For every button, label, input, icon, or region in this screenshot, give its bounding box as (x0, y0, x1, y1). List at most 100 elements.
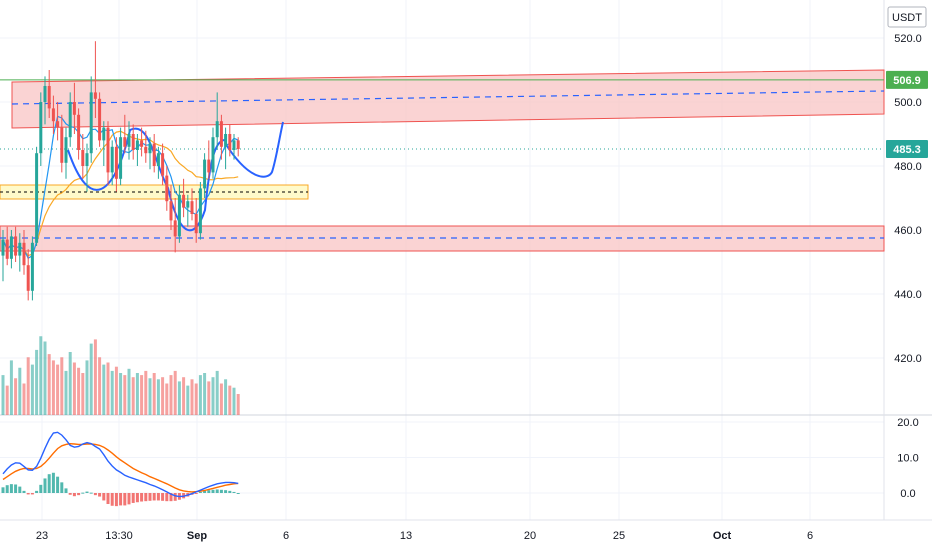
candle-body (211, 137, 215, 173)
macd-histogram-bar (119, 493, 123, 506)
volume-bar (232, 387, 236, 415)
currency-label: USDT (892, 12, 922, 24)
candle-body (119, 137, 123, 179)
candle-body (190, 201, 194, 214)
volume-bar (127, 368, 131, 415)
candle-body (89, 92, 93, 154)
currency-button[interactable]: USDT (887, 6, 927, 28)
candle-body (77, 114, 81, 150)
candle-body (228, 134, 232, 150)
macd-histogram-bar (169, 493, 173, 502)
candle-body (169, 201, 173, 221)
resistance-channel-midline (11, 90, 885, 105)
candle-body (194, 214, 198, 234)
volume-bar (114, 366, 118, 415)
macd-histogram-bar (85, 491, 89, 493)
macd-histogram-bar (30, 493, 34, 495)
macd-signal-line (2, 442, 239, 493)
macd-histogram-bar (161, 493, 165, 501)
price-tick-label: 420.0 (894, 353, 922, 365)
macd-histogram-bar (228, 490, 232, 493)
volume-bar (14, 378, 18, 415)
volume-bar (51, 360, 55, 415)
candle-body (215, 121, 219, 138)
macd-histogram-bar (203, 490, 207, 493)
volume-bar (56, 364, 60, 415)
macd-histogram-bar (232, 491, 236, 493)
macd-histogram-bar (165, 493, 169, 502)
volume-bar (173, 370, 177, 415)
volume-bar (60, 357, 64, 415)
macd-histogram-bar (56, 476, 60, 493)
time-tick-label: 6 (807, 530, 813, 542)
macd-histogram-bar (98, 493, 102, 497)
time-axis[interactable]: 23 13:30 Sep 6 13 20 25 Oct 6 (36, 530, 813, 542)
volume-bar (169, 375, 173, 415)
volume-bar (81, 373, 85, 415)
time-tick-label: Oct (713, 530, 732, 542)
volume-bar (106, 362, 110, 415)
macd-tick-label: 20.0 (897, 417, 918, 429)
volume-bar (177, 381, 181, 415)
candle-body (140, 140, 144, 147)
price-tick-label: 460.0 (894, 225, 922, 237)
time-tick-label: 20 (524, 530, 536, 542)
candle-body (98, 98, 102, 141)
macd-line (2, 431, 239, 498)
volume-bar (161, 377, 165, 415)
macd-histogram-bar (39, 484, 43, 493)
volume-bar (35, 349, 39, 415)
volume-bar (89, 343, 93, 415)
price-tag-background (886, 140, 928, 159)
volume-bar (68, 352, 72, 415)
volume-bar (93, 339, 97, 415)
candle-body (51, 108, 55, 122)
macd-tick-label: 10.0 (897, 453, 918, 465)
volume-bar (135, 373, 139, 415)
macd-tick-label: 0.0 (900, 488, 915, 500)
volume-bar (211, 377, 215, 415)
macd-histogram-bar (81, 492, 85, 494)
volume-bar (144, 370, 148, 415)
volume-bar (26, 357, 30, 415)
macd-histogram-bar (77, 493, 81, 496)
volume-bar (207, 381, 211, 415)
price-axis[interactable]: 520.0 500.0 480.0 460.0 440.0 420.0 20.0 10.0 0.… (886, 33, 928, 500)
volume-bar (224, 379, 228, 415)
volume-bar (219, 383, 223, 415)
volume-bar (30, 364, 34, 415)
candle-body (102, 127, 106, 141)
candle-body (9, 236, 13, 259)
volume-bar (131, 377, 135, 415)
volume-bar (215, 370, 219, 415)
candle-body (161, 153, 165, 176)
candle-body (131, 134, 135, 150)
candle-body (26, 265, 30, 291)
macd-histogram-bar (18, 486, 22, 493)
volume-bar (47, 354, 51, 415)
macd-histogram-bar (60, 482, 64, 493)
macd-histogram-bar (211, 489, 215, 493)
candle-body (156, 153, 160, 166)
macd-histogram-bar (148, 493, 152, 501)
volume-bar (203, 373, 207, 415)
candle-body (39, 102, 43, 154)
zones (0, 69, 885, 252)
candle-body (135, 140, 139, 150)
macd-panel (1, 431, 240, 507)
macd-histogram-bar (47, 474, 51, 493)
candle-body (152, 143, 156, 166)
volume-bar (148, 378, 152, 415)
volume-bar (236, 394, 240, 415)
resistance-channel (11, 69, 885, 129)
volume-bar (182, 377, 186, 415)
volume-bar (72, 362, 76, 415)
macd-histogram-bar (198, 491, 202, 493)
candle-body (47, 86, 51, 109)
candle-body (236, 140, 240, 150)
macd-histogram-bar (106, 493, 110, 505)
volume-bar (22, 383, 26, 415)
time-tick-label: 6 (283, 530, 289, 542)
candle-body (72, 102, 76, 115)
